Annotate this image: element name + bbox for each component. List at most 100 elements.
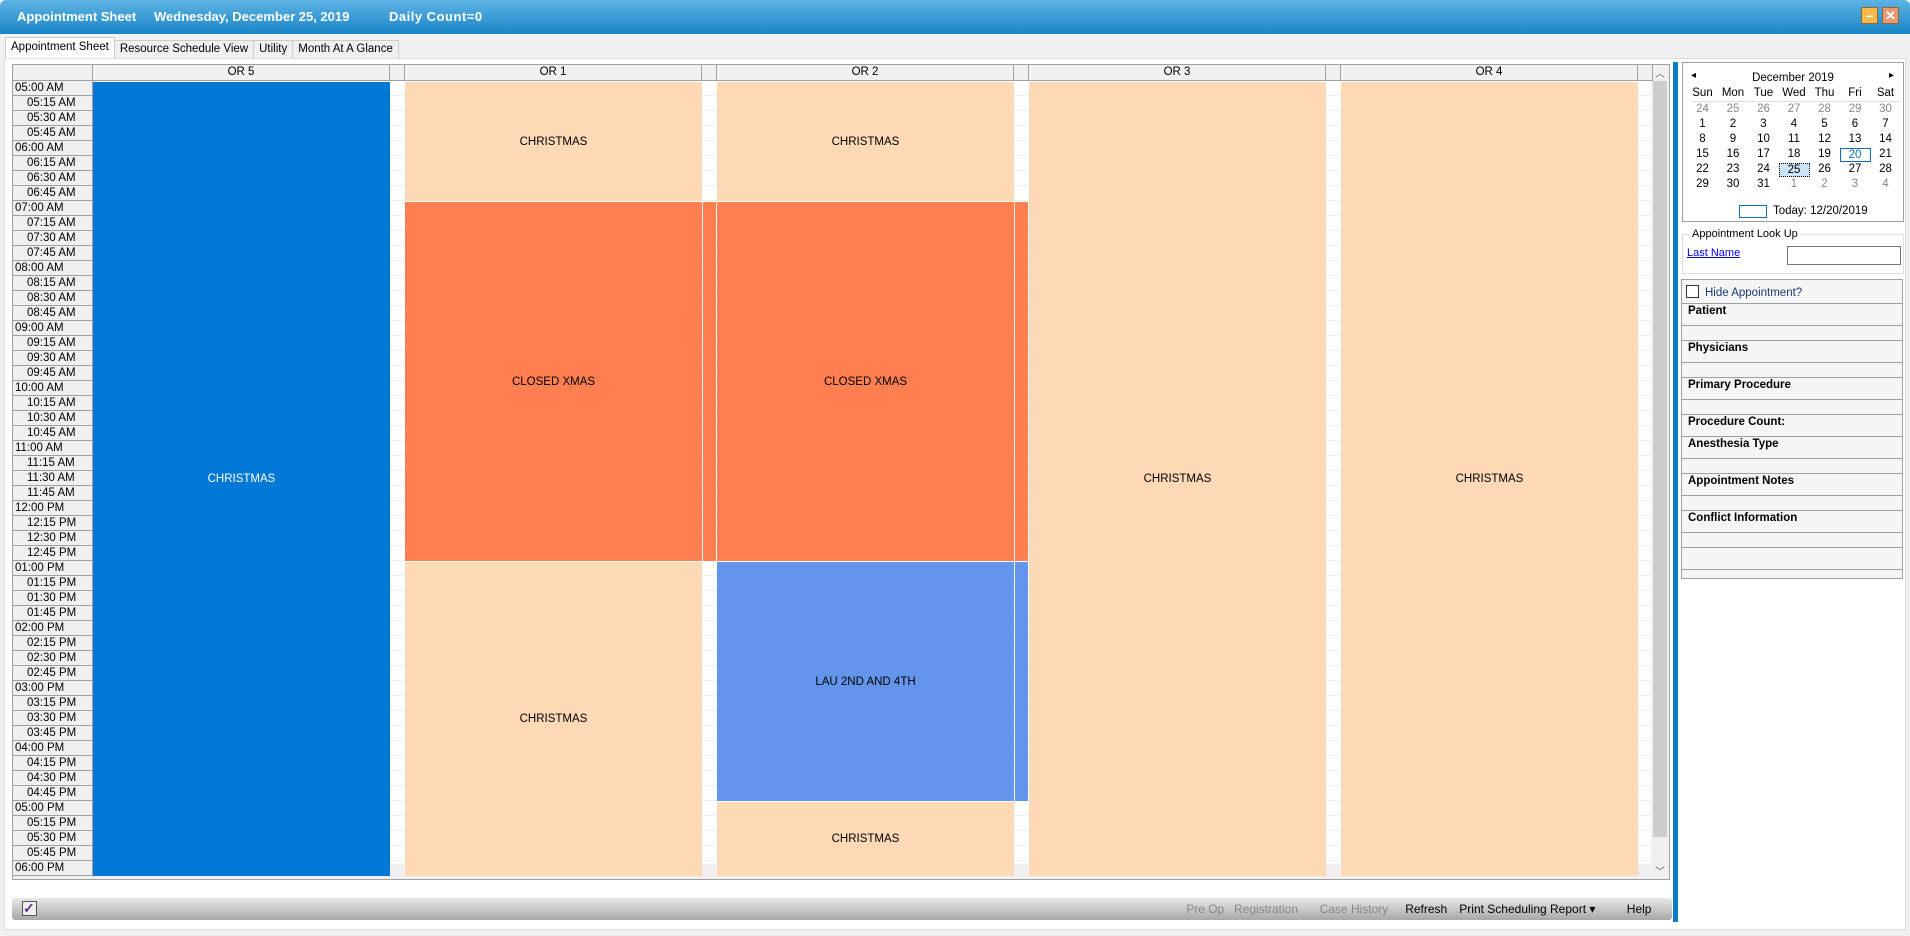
toolbar-print-scheduling-report[interactable]: Print Scheduling Report ▾ (1459, 902, 1596, 916)
last-name-input[interactable] (1787, 246, 1901, 265)
block-gap-fill (1015, 201, 1028, 561)
calendar-day[interactable]: 31 (1757, 178, 1770, 190)
calendar-day[interactable]: 10 (1757, 133, 1770, 145)
calendar-day[interactable]: 23 (1726, 163, 1740, 175)
next-month-icon[interactable]: ▸ (1889, 70, 1895, 81)
appointment-block[interactable]: CHRISTMAS (93, 81, 390, 876)
gap-row-line (702, 95, 717, 96)
tab-utility[interactable]: Utility (253, 40, 294, 58)
calendar-day[interactable]: 26 (1818, 163, 1831, 175)
calendar-day[interactable]: 24 (1757, 163, 1770, 175)
close-button[interactable]: ✕ (1882, 7, 1899, 24)
calendar-day[interactable]: 12 (1818, 133, 1831, 145)
appointment-block[interactable]: CLOSED XMAS (717, 201, 1014, 561)
minimize-button[interactable]: – (1861, 7, 1878, 24)
calendar-day[interactable]: 26 (1757, 103, 1770, 115)
gap-row-line (1638, 260, 1653, 261)
calendar-day[interactable]: 8 (1699, 133, 1706, 145)
vertical-scrollbar[interactable]: ︿ ﹀ (1651, 65, 1669, 879)
toolbar-help[interactable]: Help (1626, 902, 1652, 916)
calendar-day[interactable]: 6 (1851, 118, 1859, 130)
calendar-day[interactable]: 25 (1726, 103, 1740, 115)
calendar-day[interactable]: 20 (1839, 148, 1871, 162)
calendar-day[interactable]: 27 (1848, 163, 1862, 175)
calendar-day[interactable]: 3 (1851, 178, 1859, 190)
appointment-block[interactable]: CHRISTMAS (717, 81, 1014, 201)
scroll-down-icon[interactable]: ﹀ (1655, 867, 1665, 878)
checklist-icon[interactable]: ✓ (22, 901, 37, 916)
detail-appointment-notes: Appointment Notes (1682, 474, 1902, 496)
scroll-up-icon[interactable]: ︿ (1655, 69, 1665, 80)
gap-row-line (390, 575, 405, 576)
appointment-block[interactable]: CHRISTMAS (1341, 81, 1638, 876)
hide-appointment-label[interactable]: Hide Appointment? (1705, 287, 1803, 299)
calendar-day[interactable]: 27 (1787, 103, 1801, 115)
tab-appointment-sheet[interactable]: Appointment Sheet (5, 37, 115, 58)
calendar-day[interactable]: 29 (1848, 103, 1862, 115)
tab-month-at-a-glance[interactable]: Month At A Glance (292, 40, 399, 58)
time-label: 06:30 AM (13, 171, 93, 186)
gap-row-line (1326, 185, 1341, 186)
calendar-day[interactable]: 3 (1760, 118, 1767, 130)
appointment-block[interactable]: CHRISTMAS (1029, 81, 1326, 876)
appointment-block[interactable]: CHRISTMAS (405, 561, 702, 876)
appointment-block[interactable]: CLOSED XMAS (405, 201, 702, 561)
calendar-day[interactable]: 28 (1818, 103, 1831, 115)
toolbar-refresh[interactable]: Refresh (1405, 902, 1448, 916)
tab-resource-schedule-view[interactable]: Resource Schedule View (113, 40, 255, 58)
panel-divider (1673, 62, 1678, 922)
calendar-day[interactable]: 29 (1696, 178, 1709, 190)
calendar-day[interactable]: 2 (1729, 118, 1737, 130)
time-label: 08:15 AM (13, 276, 93, 291)
calendar-day[interactable]: 24 (1696, 103, 1709, 115)
gap-row-line (390, 335, 405, 336)
calendar-day[interactable]: 18 (1787, 148, 1801, 160)
toolbar-pre-op[interactable]: Pre Op (1186, 902, 1225, 916)
calendar-day[interactable]: 9 (1729, 133, 1737, 145)
prev-month-icon[interactable]: ◂ (1691, 70, 1697, 81)
gap-row-line (1638, 245, 1653, 246)
appointment-block[interactable]: CHRISTMAS (717, 801, 1014, 876)
last-name-link[interactable]: Last Name (1687, 247, 1741, 259)
calendar-day[interactable]: 22 (1696, 163, 1709, 175)
calendar-day[interactable]: 14 (1879, 133, 1892, 145)
calendar-day[interactable]: 16 (1726, 148, 1740, 160)
appointment-block[interactable]: CHRISTMAS (405, 81, 702, 201)
gap-row-line (1638, 830, 1653, 831)
toolbar-case-history[interactable]: Case History (1319, 902, 1389, 916)
calendar-day[interactable]: 15 (1696, 148, 1709, 160)
calendar-day[interactable]: 25 (1778, 163, 1810, 177)
calendar-day[interactable]: 7 (1882, 118, 1889, 130)
calendar-day[interactable]: 4 (1790, 118, 1798, 130)
calendar-day[interactable]: 13 (1848, 133, 1862, 145)
calendar-day[interactable]: 28 (1879, 163, 1892, 175)
gap-row-line (702, 170, 717, 171)
gap-row-line (1638, 380, 1653, 381)
calendar-day[interactable]: 17 (1757, 148, 1770, 160)
gap-row-line (390, 440, 405, 441)
gap-row-line (390, 125, 405, 126)
calendar-day[interactable]: 11 (1788, 133, 1800, 145)
toolbar-registration[interactable]: Registration (1234, 902, 1299, 916)
calendar-day[interactable]: 19 (1818, 148, 1831, 160)
calendar-day[interactable]: 30 (1879, 103, 1892, 115)
calendar-day[interactable]: 1 (1699, 118, 1706, 130)
gap-row-line (702, 875, 717, 876)
time-label: 06:15 AM (13, 156, 93, 171)
hide-appointment-checkbox[interactable] (1686, 285, 1699, 298)
gap-row-line (390, 245, 405, 246)
calendar-day[interactable]: 30 (1726, 178, 1740, 190)
gap-row-line (1638, 170, 1653, 171)
gap-row-line (390, 560, 405, 561)
scroll-thumb[interactable] (1653, 81, 1667, 837)
calendar-day[interactable]: 2 (1821, 178, 1828, 190)
calendar-day[interactable]: 21 (1879, 148, 1892, 160)
calendar-day[interactable]: 4 (1882, 178, 1889, 190)
calendar-day[interactable]: 5 (1821, 118, 1828, 130)
gap-row-line (390, 140, 405, 141)
gap-row-line (1638, 530, 1653, 531)
appointment-block[interactable]: LAU 2ND AND 4TH (717, 561, 1014, 801)
gap-row-line (390, 305, 405, 306)
calendar-day[interactable]: 1 (1790, 178, 1798, 190)
today-label[interactable]: Today: 12/20/2019 (1773, 205, 1868, 217)
